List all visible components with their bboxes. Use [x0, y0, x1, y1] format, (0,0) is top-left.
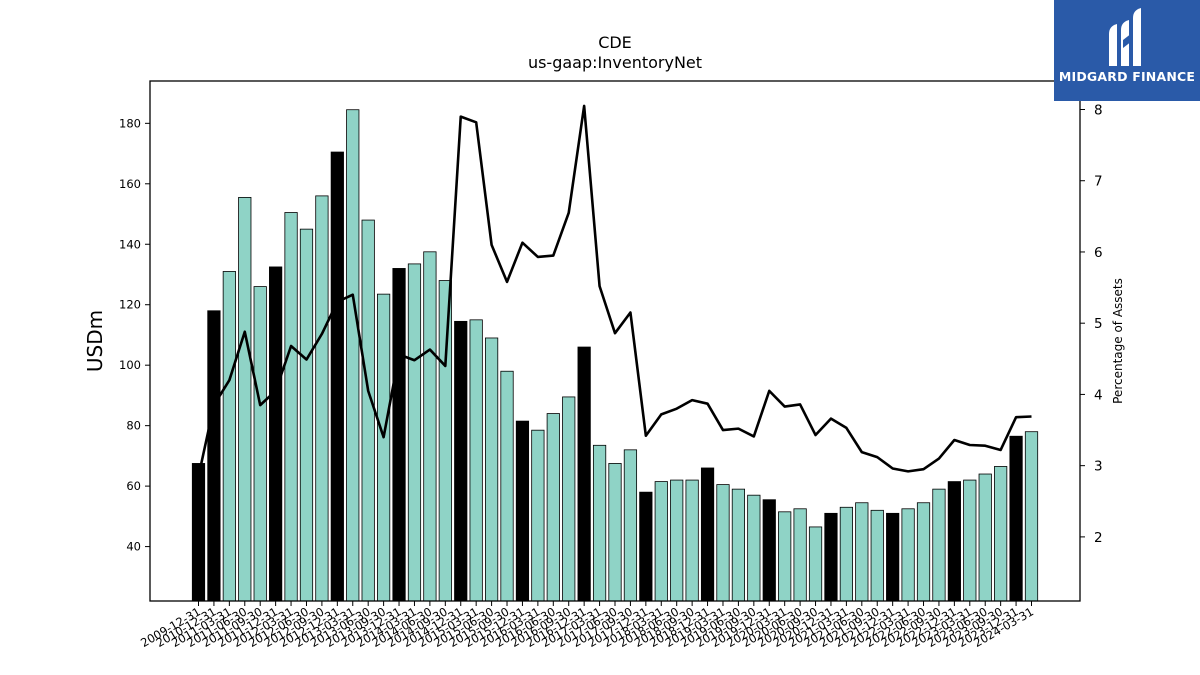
- line-series-layer: [197, 104, 1032, 477]
- y2-tick-label: 4: [1094, 387, 1103, 403]
- bar-2015-06-30: [484, 337, 499, 602]
- y-tick-label: 100: [119, 358, 141, 372]
- bar-2013-06-30: [361, 219, 375, 602]
- bar-2021-06-30: [855, 502, 869, 602]
- bar-2018-12-31: [700, 467, 715, 602]
- bar-2020-03-31: [778, 511, 792, 602]
- bar-2015-03-31: [469, 319, 483, 602]
- bar-2022-12-31: [947, 481, 961, 602]
- bar-2019-06-30: [731, 488, 746, 602]
- bar-2016-03-31: [531, 429, 545, 602]
- bar-2012-03-31: [284, 212, 298, 602]
- bar-2009-12-31: [191, 463, 206, 602]
- bar-2021-12-31: [886, 512, 900, 602]
- bar-2014-03-31: [407, 263, 422, 602]
- bar-2019-09-30: [747, 494, 761, 602]
- bar-2014-06-30: [423, 251, 437, 602]
- percentage-of-assets-line: [197, 104, 1032, 477]
- chart-title: CDE: [598, 33, 632, 52]
- y-tick-label: 120: [119, 298, 141, 312]
- bar-2013-12-31: [392, 268, 406, 602]
- bar-2024-03-31: [1024, 431, 1039, 602]
- y-tick-label: 180: [119, 116, 141, 130]
- bar-2014-12-31: [454, 320, 468, 602]
- bar-2021-09-30: [870, 509, 884, 602]
- bar-2023-09-30: [994, 466, 1008, 602]
- bar-2017-09-30: [623, 449, 638, 602]
- bar-2022-03-31: [901, 508, 915, 602]
- bar-2019-12-31: [762, 499, 776, 602]
- bar-2015-12-31: [515, 420, 530, 602]
- y-axis-label: USDm: [83, 310, 107, 372]
- bar-2021-03-31: [839, 506, 853, 602]
- bar-2016-09-30: [562, 396, 576, 602]
- bar-2023-03-31: [963, 479, 977, 602]
- bar-2019-03-31: [716, 484, 730, 602]
- y2-tick-label: 2: [1094, 530, 1103, 546]
- bar-2023-12-31: [1009, 435, 1023, 602]
- bar-2022-06-30: [916, 502, 931, 602]
- y-tick-label: 80: [126, 419, 141, 433]
- bar-2017-03-31: [592, 444, 607, 602]
- right-axis-ticks: 2 3 4 5 6 7 8: [1080, 102, 1103, 546]
- bar-2016-12-31: [577, 346, 591, 602]
- bar-2011-03-31: [222, 271, 236, 602]
- bar-2018-06-30: [670, 479, 684, 602]
- bar-2011-06-30: [238, 196, 252, 602]
- bar-2012-12-31: [330, 151, 344, 602]
- bar-2011-12-31: [269, 266, 283, 602]
- logo-text: MIDGARD FINANCE: [1058, 69, 1196, 84]
- bar-2018-03-31: [654, 481, 668, 602]
- bar-series: [191, 109, 1039, 602]
- bar-2020-09-30: [808, 526, 823, 602]
- bar-2014-09-30: [438, 280, 452, 602]
- bar-2010-12-31: [207, 310, 221, 602]
- bar-2017-12-31: [639, 491, 653, 602]
- y-tick-label: 160: [119, 177, 141, 191]
- midgard-logo-icon: [1109, 8, 1141, 66]
- bar-2016-06-30: [546, 413, 560, 602]
- midgard-finance-logo: MIDGARD FINANCE: [1054, 0, 1200, 101]
- bar-2015-09-30: [500, 370, 514, 602]
- y-tick-label: 60: [126, 479, 141, 493]
- bar-2013-03-31: [346, 109, 360, 602]
- bar-2011-09-30: [253, 286, 267, 602]
- bar-2020-12-31: [824, 512, 838, 602]
- bar-2013-09-30: [377, 293, 391, 602]
- chart-subtitle: us-gaap:InventoryNet: [528, 53, 702, 72]
- y2-tick-label: 3: [1094, 459, 1103, 475]
- bar-2012-09-30: [315, 195, 329, 602]
- y-tick-label: 140: [119, 237, 141, 251]
- bar-2017-06-30: [608, 463, 622, 602]
- y2-tick-label: 8: [1094, 102, 1103, 118]
- y2-tick-label: 7: [1094, 174, 1103, 190]
- y2-tick-label: 5: [1094, 316, 1103, 332]
- x-axis-ticks: 2009-12-312010-12-312011-03-312011-06-30…: [138, 601, 1036, 650]
- bar-2020-06-30: [793, 508, 807, 602]
- bar-2018-09-30: [685, 479, 699, 602]
- y2-tick-label: 6: [1094, 245, 1103, 261]
- y-tick-label: 40: [126, 540, 141, 554]
- bar-2023-06-30: [978, 473, 992, 602]
- bar-2012-06-30: [299, 228, 314, 602]
- bar-2022-09-30: [932, 488, 946, 602]
- left-axis-ticks: 40 60 80 100 120 140 160 180: [119, 116, 150, 554]
- y2-axis-label: Percentage of Assets: [1111, 278, 1125, 404]
